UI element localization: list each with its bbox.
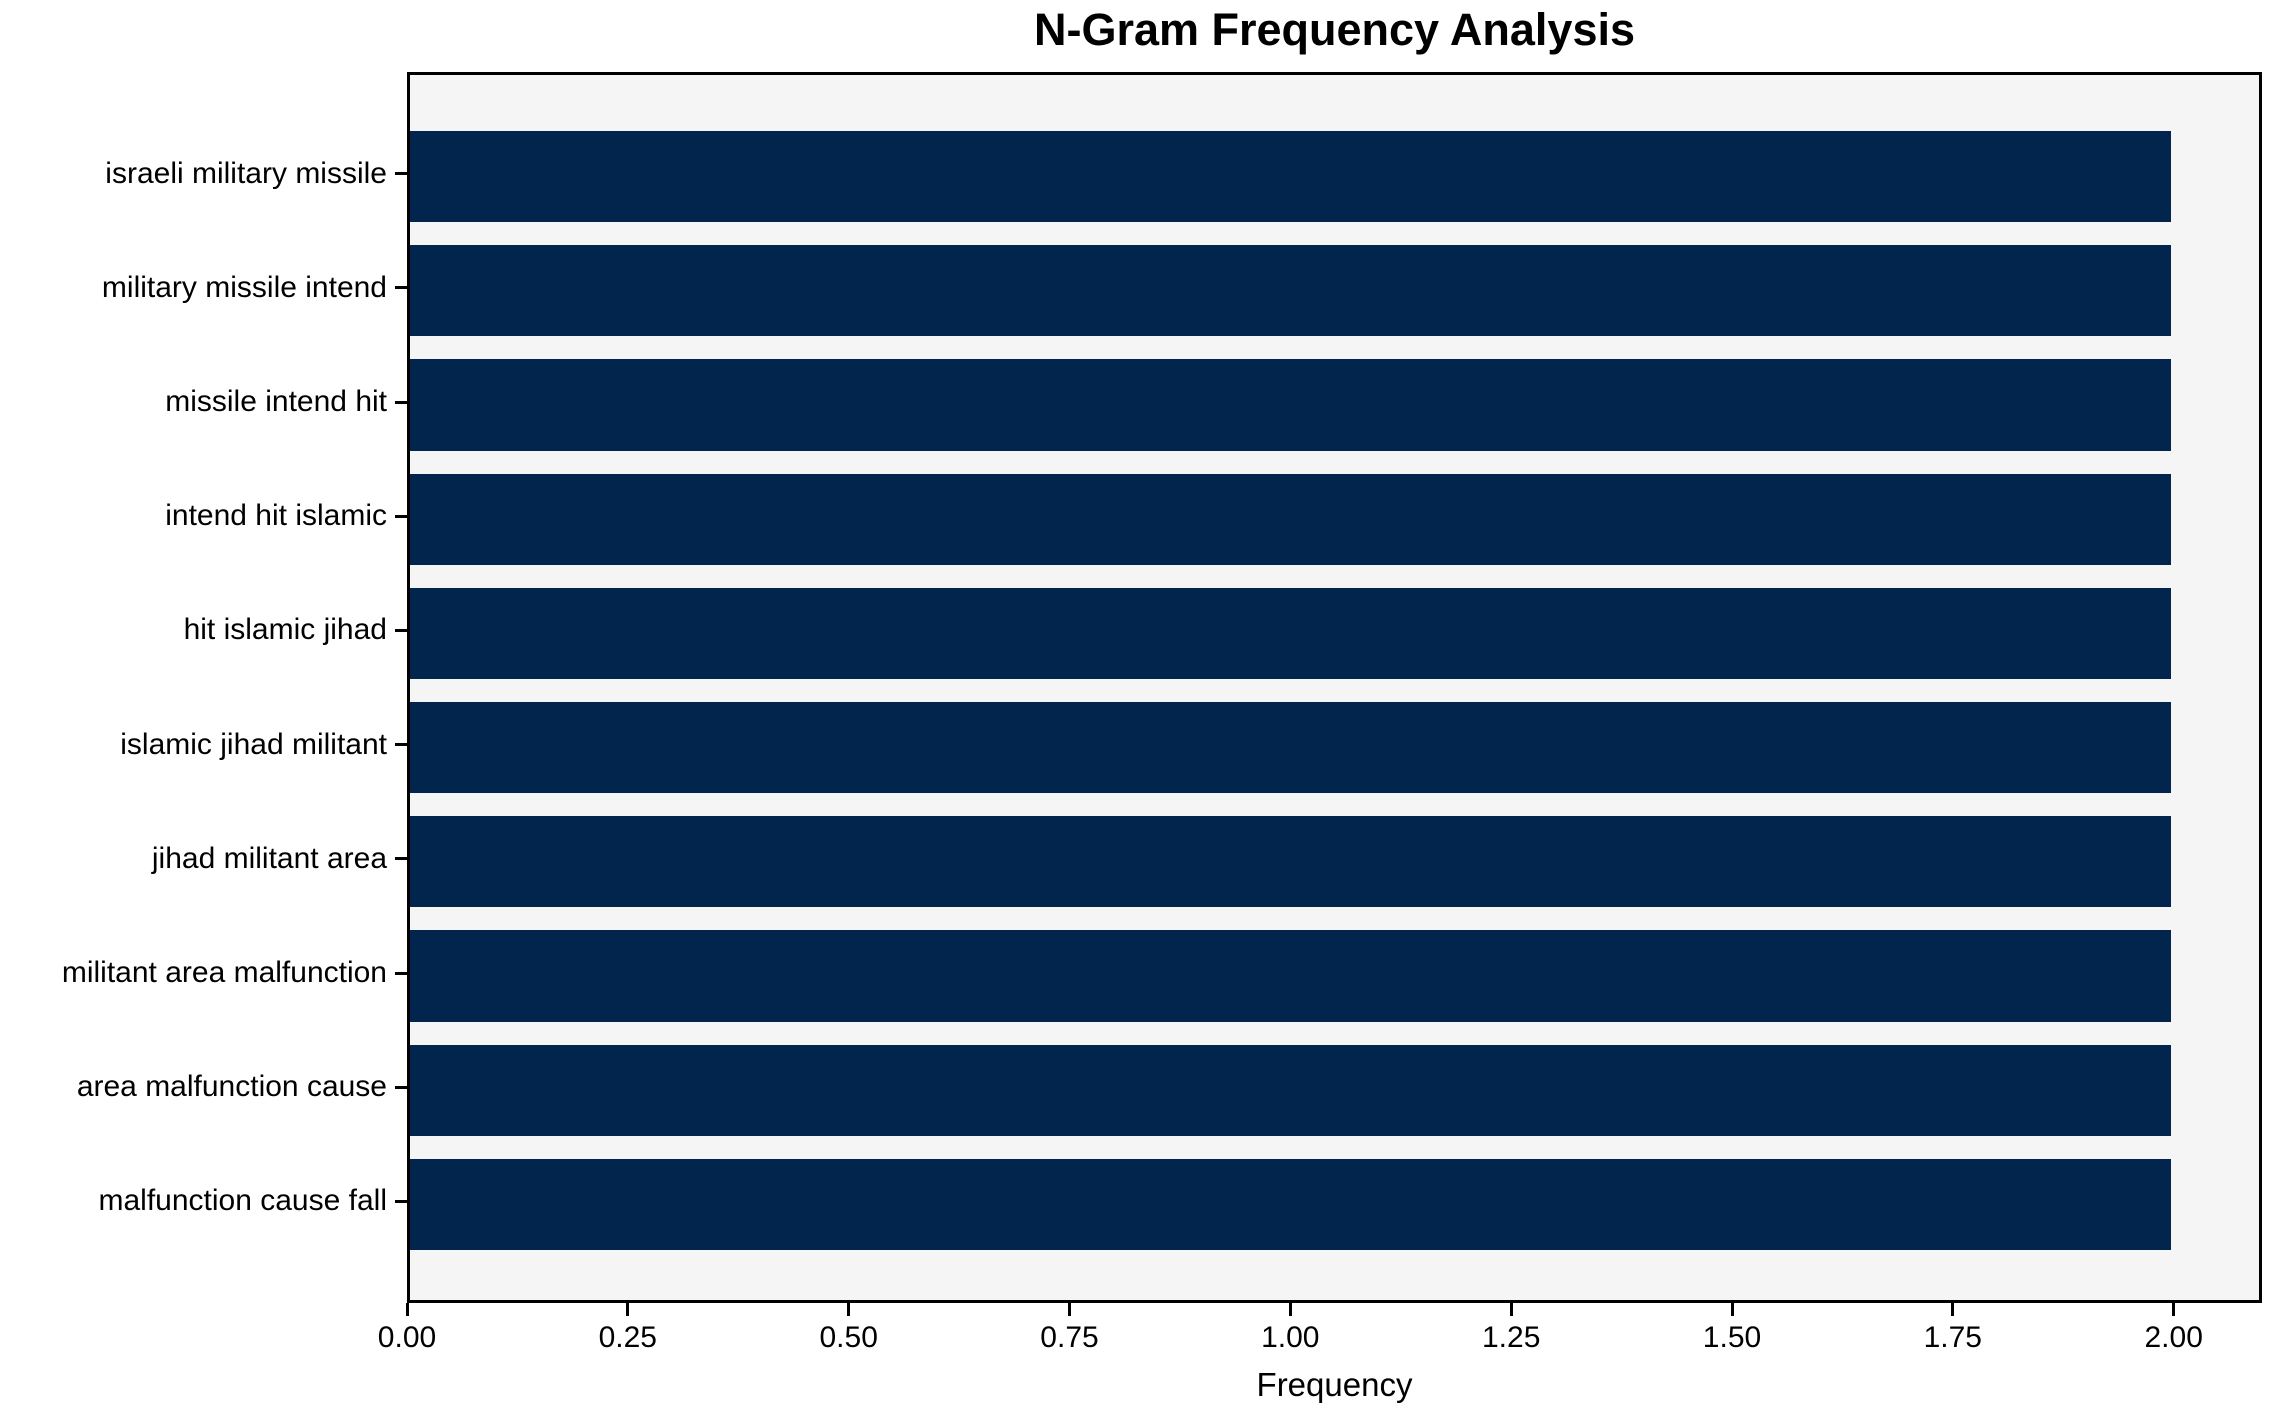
bar: [410, 1158, 2171, 1251]
chart-title: N-Gram Frequency Analysis: [1033, 4, 1636, 55]
x-tick-mark: [405, 1303, 409, 1316]
bar: [410, 131, 2171, 223]
y-tick-label: intend hit islamic: [165, 499, 387, 533]
y-tick-mark: [395, 400, 407, 404]
y-tick-mark: [395, 743, 407, 747]
bar: [410, 587, 2171, 680]
x-axis-label: Frequency: [1256, 1366, 1413, 1403]
x-tick-label: 0.50: [819, 1321, 878, 1354]
y-tick-label: militant area malfunction: [61, 956, 387, 989]
x-tick-label: 0.25: [598, 1321, 657, 1354]
bar: [410, 1044, 2171, 1136]
y-tick-mark: [395, 971, 407, 975]
x-tick-label: 0.00: [377, 1321, 437, 1354]
x-tick-mark: [626, 1303, 630, 1316]
bar: [410, 816, 2171, 908]
x-tick-label: 1.00: [1261, 1321, 1320, 1354]
x-tick-label: 1.75: [1923, 1321, 1982, 1354]
y-tick-mark: [395, 514, 407, 518]
bar: [410, 701, 2171, 794]
y-tick-label: hit islamic jihad: [183, 613, 387, 647]
y-tick-label: missile intend hit: [165, 385, 387, 418]
bar: [410, 359, 2171, 451]
y-tick-label: jihad militant area: [151, 841, 387, 875]
y-tick-label: islamic jihad militant: [120, 727, 387, 761]
x-tick-label: 0.75: [1040, 1321, 1099, 1354]
x-tick-label: 1.25: [1481, 1321, 1541, 1354]
plot-area: [407, 72, 2262, 1303]
y-tick-mark: [395, 628, 407, 632]
x-tick-mark: [1730, 1303, 1734, 1316]
y-tick-label: malfunction cause fall: [98, 1184, 388, 1218]
x-tick-mark: [1068, 1303, 1071, 1316]
y-tick-label: military missile intend: [101, 270, 387, 304]
x-tick-mark: [1288, 1303, 1292, 1316]
y-tick-mark: [395, 1085, 407, 1089]
bar: [410, 930, 2171, 1022]
x-tick-mark: [1509, 1303, 1513, 1316]
x-tick-mark: [2172, 1303, 2176, 1316]
y-tick-mark: [395, 857, 407, 861]
x-tick-label: 2.00: [2144, 1321, 2203, 1354]
y-tick-label: area malfunction cause: [76, 1070, 387, 1104]
x-tick-mark: [847, 1303, 851, 1316]
y-tick-mark: [395, 286, 407, 290]
y-tick-mark: [395, 1199, 407, 1203]
y-tick-label: israeli military missile: [105, 156, 387, 190]
bar: [410, 245, 2171, 337]
x-tick-mark: [1951, 1303, 1955, 1316]
y-tick-mark: [395, 172, 407, 176]
x-tick-label: 1.50: [1702, 1321, 1762, 1354]
bar: [410, 473, 2171, 565]
